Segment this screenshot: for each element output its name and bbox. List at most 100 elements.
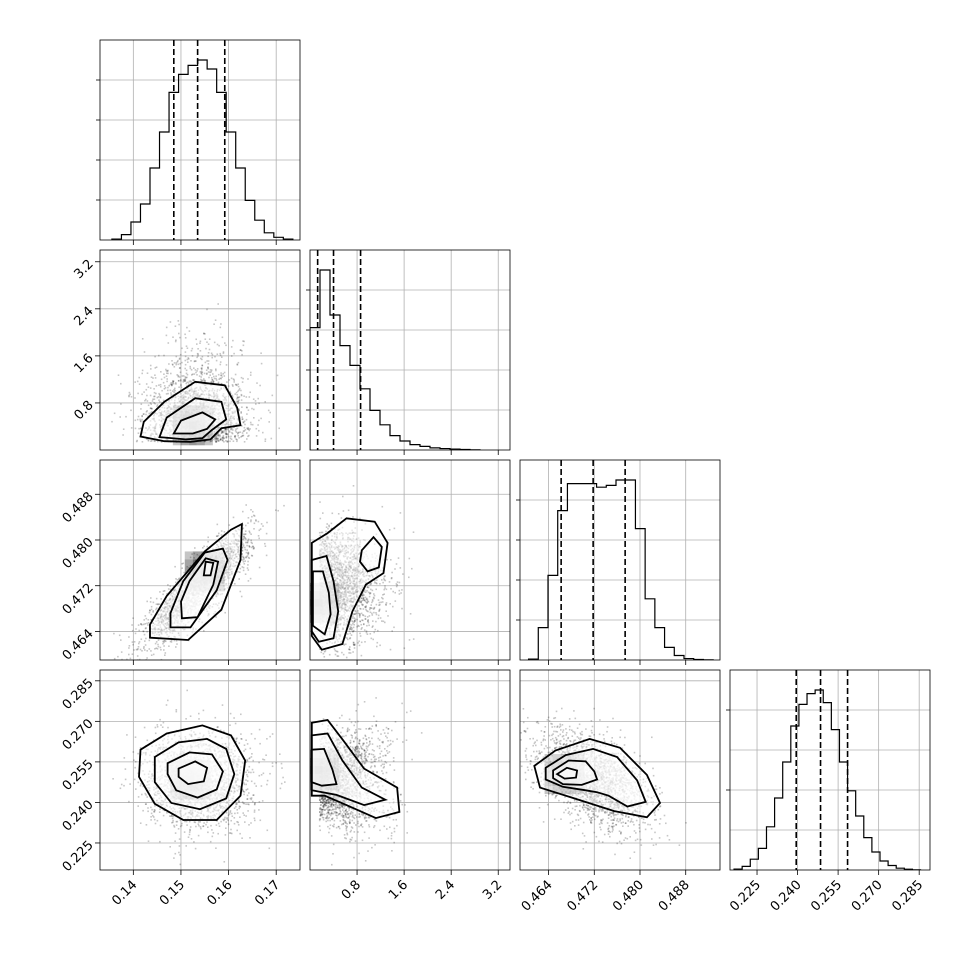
scatter-point xyxy=(221,439,224,442)
scatter-point xyxy=(271,394,274,397)
scatter-point xyxy=(177,379,180,382)
scatter-point xyxy=(171,363,174,366)
scatter-point xyxy=(236,812,239,814)
panel-content xyxy=(100,670,300,870)
scatter-point xyxy=(224,611,226,614)
scatter-point xyxy=(231,394,234,397)
scatter-point xyxy=(150,411,153,413)
scatter-point xyxy=(186,358,189,361)
scatter-point xyxy=(190,838,193,840)
scatter-point xyxy=(250,371,252,374)
scatter-point xyxy=(147,440,150,442)
scatter-point xyxy=(178,357,181,360)
scatter-point xyxy=(178,380,180,382)
scatter-point xyxy=(244,560,246,562)
scatter-point xyxy=(246,798,248,800)
scatter-point xyxy=(256,382,258,384)
scatter-point xyxy=(154,367,157,369)
scatter-point xyxy=(169,383,172,386)
scatter-point xyxy=(255,435,258,437)
scatter-point xyxy=(251,542,253,545)
scatter-point xyxy=(170,383,173,386)
scatter-point xyxy=(190,369,193,371)
scatter-point xyxy=(144,399,146,402)
scatter-point xyxy=(241,550,244,552)
scatter-point xyxy=(225,364,228,366)
scatter-point xyxy=(175,646,177,648)
scatter-point xyxy=(225,385,228,387)
scatter-point xyxy=(245,406,248,409)
scatter-point xyxy=(201,371,204,374)
scatter-point xyxy=(124,778,127,781)
scatter-point xyxy=(154,440,156,443)
scatter-point xyxy=(242,538,244,541)
scatter-point xyxy=(170,382,172,384)
scatter-point xyxy=(169,389,172,392)
scatter-point xyxy=(149,364,152,367)
scatter-point xyxy=(172,380,175,382)
scatter-point xyxy=(139,420,142,422)
scatter-point xyxy=(231,396,234,398)
scatter-point xyxy=(207,540,209,543)
scatter-point xyxy=(144,627,147,630)
scatter-point xyxy=(260,785,263,787)
scatter-point xyxy=(196,374,198,376)
scatter-point xyxy=(254,400,257,402)
scatter-point xyxy=(145,388,148,391)
panel-2-2 xyxy=(516,459,721,665)
scatter-point xyxy=(213,377,216,380)
scatter-point xyxy=(120,651,123,653)
scatter-point xyxy=(164,654,166,656)
scatter-point xyxy=(144,644,147,646)
scatter-point xyxy=(163,641,165,644)
scatter-point xyxy=(236,400,238,403)
scatter-point xyxy=(238,437,240,439)
scatter-point xyxy=(138,629,140,632)
scatter-point xyxy=(237,385,240,388)
scatter-point xyxy=(238,800,241,803)
scatter-point xyxy=(243,814,245,816)
scatter-point xyxy=(179,379,182,381)
scatter-point xyxy=(148,648,151,650)
scatter-point xyxy=(266,521,268,524)
scatter-point xyxy=(247,435,249,438)
scatter-point xyxy=(212,438,214,441)
scatter-point xyxy=(145,637,147,640)
scatter-point xyxy=(171,360,173,362)
scatter-point xyxy=(221,376,223,378)
scatter-point xyxy=(242,430,245,432)
scatter-point xyxy=(162,381,165,384)
scatter-point xyxy=(224,428,226,430)
scatter-point xyxy=(244,546,246,549)
scatter-point xyxy=(241,553,243,555)
scatter-point xyxy=(145,659,148,660)
scatter-point xyxy=(163,354,165,357)
scatter-point xyxy=(129,657,132,660)
scatter-point xyxy=(175,362,178,364)
scatter-point xyxy=(133,649,135,651)
scatter-point xyxy=(193,373,196,375)
scatter-point xyxy=(210,369,213,371)
scatter-point xyxy=(180,383,182,386)
scatter-point xyxy=(225,436,228,438)
scatter-point xyxy=(241,381,244,383)
scatter-point xyxy=(264,542,266,545)
scatter-point xyxy=(237,361,240,364)
scatter-point xyxy=(137,648,139,650)
scatter-point xyxy=(228,524,231,526)
scatter-point xyxy=(238,399,240,401)
scatter-point xyxy=(258,774,261,777)
scatter-point xyxy=(249,577,252,580)
scatter-point xyxy=(253,417,255,419)
scatter-point xyxy=(252,510,254,513)
scatter-point xyxy=(158,399,160,401)
scatter-point xyxy=(163,373,165,375)
scatter-point xyxy=(175,363,177,366)
scatter-point xyxy=(264,438,267,440)
scatter-point xyxy=(252,546,254,548)
scatter-point xyxy=(232,339,234,342)
scatter-point xyxy=(173,824,175,827)
scatter-point xyxy=(215,441,217,443)
scatter-point xyxy=(241,553,243,555)
scatter-point xyxy=(227,427,229,430)
